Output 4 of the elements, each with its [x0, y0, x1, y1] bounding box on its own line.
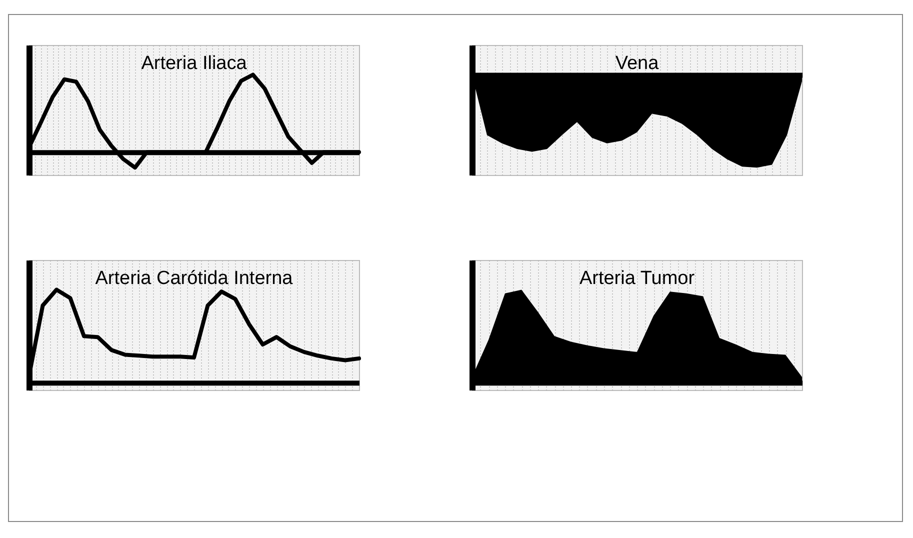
- chart-title: Arteria Carótida Interna: [95, 268, 294, 289]
- chart-title: Arteria Tumor: [579, 268, 696, 289]
- chart-title: Vena: [615, 53, 660, 74]
- chart-title: Arteria Iliaca: [141, 53, 248, 74]
